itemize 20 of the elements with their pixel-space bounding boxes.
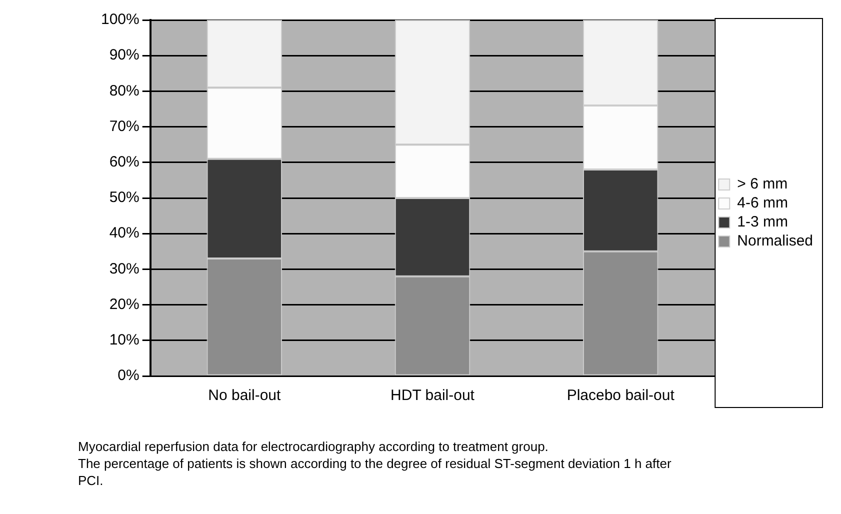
- y-tick-label: 80%: [109, 82, 140, 100]
- y-tick-label: 60%: [109, 154, 140, 171]
- y-tick-label: 10%: [109, 332, 140, 349]
- x-tick-label: No bail-out: [208, 387, 282, 404]
- y-tick-label: 100%: [100, 11, 140, 28]
- legend-label: Normalised: [737, 232, 813, 250]
- x-tick-label: HDT bail-out: [390, 387, 476, 404]
- text: The percentage of patients is shown according to the degree of residual ST-segment deviation 1 h after PCI.: [78, 455, 672, 489]
- y-tick-label: 40%: [109, 224, 140, 242]
- y-tick-label: 50%: [109, 189, 140, 206]
- y-tick-label: 70%: [109, 118, 140, 135]
- legend-label: 4-6 mm: [737, 194, 788, 212]
- y-tick-label: 0%: [118, 367, 140, 384]
- legend-label: 1-3 mm: [737, 214, 788, 231]
- text: Myocardial reperfusion data for electrocardiography according to treatment group.: [78, 438, 550, 455]
- y-tick-label: 90%: [109, 46, 140, 64]
- y-tick-label: 20%: [109, 296, 140, 313]
- y-tick-label: 30%: [109, 260, 140, 278]
- legend-label: > 6 mm: [737, 176, 788, 193]
- x-tick-label: Placebo bail-out: [566, 387, 676, 404]
